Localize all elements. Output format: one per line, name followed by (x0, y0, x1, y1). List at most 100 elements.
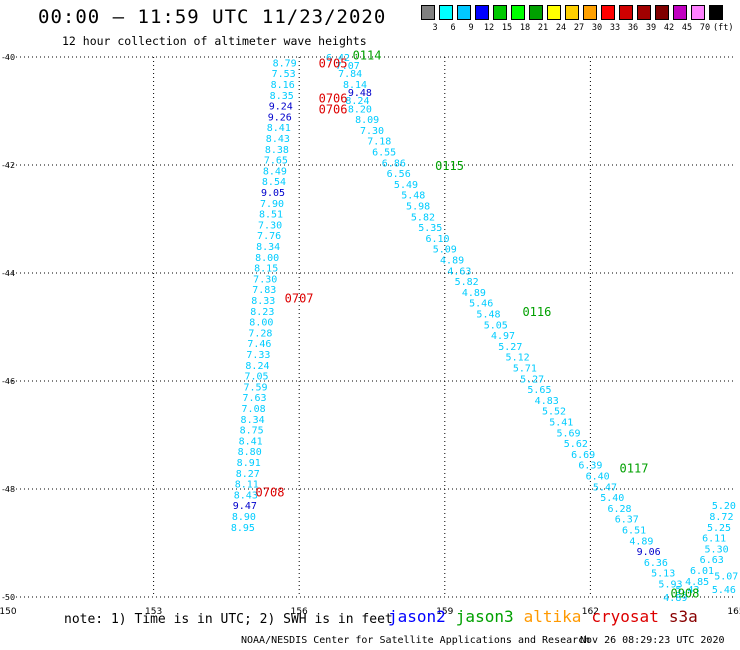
data-label-swh: 5.46 (712, 585, 736, 596)
data-label-swh: 6.10 (425, 234, 449, 245)
data-label-swh: 4.89 (663, 593, 687, 604)
data-label-swh: 6.42 (326, 53, 350, 64)
data-label-swh: 8.41 (239, 436, 263, 447)
data-label-swh: 9.06 (637, 547, 661, 558)
data-label-swh: 9.24 (269, 102, 293, 113)
data-label-swh: 5.12 (506, 353, 530, 364)
data-label-swh: 7.30 (360, 126, 384, 137)
data-label-swh: 8.91 (237, 458, 261, 469)
data-label-swh: 5.52 (542, 407, 566, 418)
color-scale-swatch (619, 5, 633, 20)
y-tick-label: -42 (2, 161, 15, 170)
color-scale-swatch (583, 5, 597, 20)
color-scale-swatch (709, 5, 723, 20)
data-label-swh: 7.30 (258, 220, 282, 231)
data-label-swh: 8.38 (265, 145, 289, 156)
y-tick-label: -48 (2, 485, 15, 494)
color-scale-tick: 6 (450, 23, 456, 33)
time-label: 0117 (620, 461, 649, 475)
data-label-swh: 5.69 (557, 428, 581, 439)
satellite-legend: jason2 jason3 altika cryosat s3a (388, 607, 708, 626)
color-scale-tick: 24 (555, 23, 567, 33)
data-label-swh: 9.48 (348, 88, 372, 99)
time-label: 0114 (353, 48, 382, 62)
color-scale-swatch (475, 5, 489, 20)
y-tick-label: -44 (2, 269, 15, 278)
data-label-swh: 7.05 (244, 372, 268, 383)
data-label-swh: 9.26 (268, 112, 292, 123)
data-label-swh: 7.90 (260, 199, 284, 210)
x-tick-label: 156 (291, 607, 308, 617)
data-label-swh: 7.63 (243, 393, 267, 404)
time-label: 0706 (319, 92, 348, 106)
x-tick-label: 153 (145, 607, 162, 617)
data-label-swh: 5.47 (593, 482, 617, 493)
data-label-swh: 8.90 (232, 512, 256, 523)
data-label-swh: 8.27 (236, 469, 260, 480)
color-scale-swatch (637, 5, 651, 20)
data-label-swh: 7.46 (247, 339, 271, 350)
data-label-swh: 6.11 (702, 534, 726, 545)
data-label-swh: 5.98 (406, 202, 430, 213)
time-label: 0115 (435, 159, 464, 173)
data-label-swh: 8.23 (250, 307, 274, 318)
data-label-swh: 5.93 (658, 580, 682, 591)
color-scale-tick: 27 (573, 23, 585, 33)
color-scale-swatch (547, 5, 561, 20)
time-label: 0706 (319, 102, 348, 116)
data-label-swh: 6.63 (700, 555, 724, 566)
color-scale-tick: 39 (645, 23, 657, 33)
data-label-swh: 5.46 (469, 299, 493, 310)
data-label-swh: 7.08 (242, 404, 266, 415)
data-label-swh: 7.33 (246, 350, 270, 361)
color-scale-swatch (691, 5, 705, 20)
data-label-swh: 5.43 (675, 585, 699, 596)
data-label-swh: 6.69 (571, 450, 595, 461)
legend-entry-jason3: jason3 (455, 607, 514, 626)
data-label-swh: 8.51 (259, 210, 283, 221)
y-tick-label: -40 (2, 53, 15, 62)
credit-line: NOAA/NESDIS Center for Satellite Applica… (241, 635, 591, 646)
color-scale-swatch (493, 5, 507, 20)
data-label-swh: 6.55 (372, 148, 396, 159)
data-label-swh: 4.89 (440, 256, 464, 267)
data-label-swh: 5.13 (651, 569, 675, 580)
data-label-swh: 8.34 (241, 415, 265, 426)
y-tick-label: -50 (2, 593, 15, 602)
y-tick-label: -46 (2, 377, 15, 386)
color-scale-swatch (511, 5, 525, 20)
data-label-swh: 6.51 (622, 526, 646, 537)
data-label-swh: 5.27 (498, 342, 522, 353)
data-label-swh: 8.09 (355, 115, 379, 126)
color-scale-tick: 45 (681, 23, 693, 33)
data-label-swh: 7.84 (338, 69, 362, 80)
data-label-swh: 8.43 (266, 134, 290, 145)
data-label-swh: 5.05 (484, 320, 508, 331)
data-label-swh: 5.25 (707, 523, 731, 534)
data-label-swh: 5.35 (418, 223, 442, 234)
data-label-swh: 4.63 (447, 266, 471, 277)
data-label-swh: 8.49 (263, 166, 287, 177)
color-scale-tick: 12 (483, 23, 495, 33)
generated-timestamp: Nov 26 08:29:23 UTC 2020 (580, 635, 725, 646)
color-scale-swatch (529, 5, 543, 20)
color-scale-tick: 70 (699, 23, 711, 33)
data-label-swh: 5.07 (714, 571, 738, 582)
data-label-swh: 8.41 (267, 123, 291, 134)
data-marks: 8.797.538.168.359.249.268.418.438.387.65… (231, 48, 738, 604)
color-scale-tick: 15 (501, 23, 513, 33)
data-label-swh: 4.89 (629, 536, 653, 547)
chart-subtitle: 12 hour collection of altimeter wave hei… (62, 34, 367, 48)
data-label-swh: 7.53 (272, 69, 296, 80)
data-label-swh: 6.37 (615, 515, 639, 526)
x-tick-label: 162 (582, 607, 599, 617)
x-tick-label: 150 (0, 607, 17, 617)
plot-grid (8, 56, 736, 598)
data-label-swh: 8.00 (255, 253, 279, 264)
data-label-swh: 7.65 (264, 156, 288, 167)
data-label-swh: 7.28 (248, 328, 272, 339)
data-label-swh: 8.34 (256, 242, 280, 253)
data-label-swh: 6.39 (578, 461, 602, 472)
data-label-swh: 4.85 (685, 577, 709, 588)
data-label-swh: 8.33 (251, 296, 275, 307)
